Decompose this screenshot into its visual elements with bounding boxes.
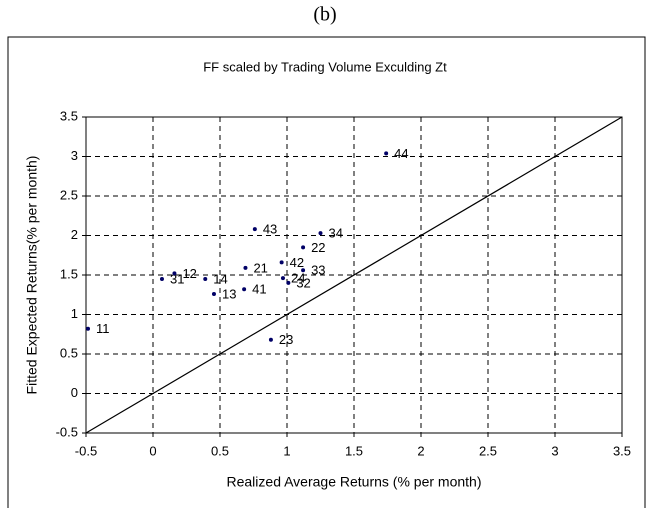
point <box>252 227 257 232</box>
y-tick-label: 1 <box>71 306 78 321</box>
reference-line <box>85 116 623 434</box>
point <box>268 337 273 342</box>
point <box>86 326 91 331</box>
point <box>301 245 306 250</box>
x-tick-label: 3.5 <box>613 443 631 458</box>
point <box>172 271 177 276</box>
y-axis-label: Fitted Expected Returns(% per month) <box>24 156 40 395</box>
point-label: 41 <box>252 282 266 297</box>
point-label: 11 <box>96 321 110 336</box>
x-tick-label: 1.5 <box>345 443 363 458</box>
point-label: 21 <box>253 260 267 275</box>
x-tick-label: 0 <box>149 443 156 458</box>
heading: (b) <box>313 4 336 26</box>
y-tick-label: 1.5 <box>60 266 78 281</box>
chart-border <box>7 36 646 508</box>
point <box>301 268 306 273</box>
point-label: 32 <box>296 275 310 290</box>
y-tick-label: 3 <box>71 148 78 163</box>
point <box>203 276 208 281</box>
point-label: 22 <box>311 240 325 255</box>
y-tick-label: 0 <box>71 385 78 400</box>
point-label: 23 <box>279 332 293 347</box>
x-tick-label: 3 <box>551 443 558 458</box>
point-label: 44 <box>394 146 408 161</box>
point <box>242 287 247 292</box>
point <box>279 260 284 265</box>
point-label: 13 <box>222 286 236 301</box>
point <box>384 151 389 156</box>
x-axis-label: Realized Average Returns (% per month) <box>227 474 482 490</box>
point-label: 14 <box>213 271 227 286</box>
x-tick-label: 2.5 <box>479 443 497 458</box>
point <box>280 276 285 281</box>
y-tick-label: -0.5 <box>56 424 78 439</box>
x-tick-label: 2 <box>417 443 424 458</box>
point <box>243 265 248 270</box>
y-tick-label: 3.5 <box>60 108 78 123</box>
point-label: 12 <box>182 266 196 281</box>
x-tick-label: -0.5 <box>75 443 97 458</box>
point-label: 34 <box>329 226 343 241</box>
point-label: 24 <box>291 271 305 286</box>
y-tick-label: 2.5 <box>60 187 78 202</box>
x-tick-label: 1 <box>283 443 290 458</box>
point-label: 43 <box>263 222 277 237</box>
plot-frame <box>85 116 623 434</box>
chart-title: FF scaled by Trading Volume Exculding Zt <box>203 59 447 74</box>
point-label: 42 <box>290 255 304 270</box>
x-tick-label: 0.5 <box>211 443 229 458</box>
point <box>211 291 216 296</box>
point <box>159 276 164 281</box>
point <box>318 231 323 236</box>
y-tick-label: 2 <box>71 227 78 242</box>
point <box>286 280 291 285</box>
point-label: 33 <box>311 263 325 278</box>
y-tick-label: 0.5 <box>60 345 78 360</box>
